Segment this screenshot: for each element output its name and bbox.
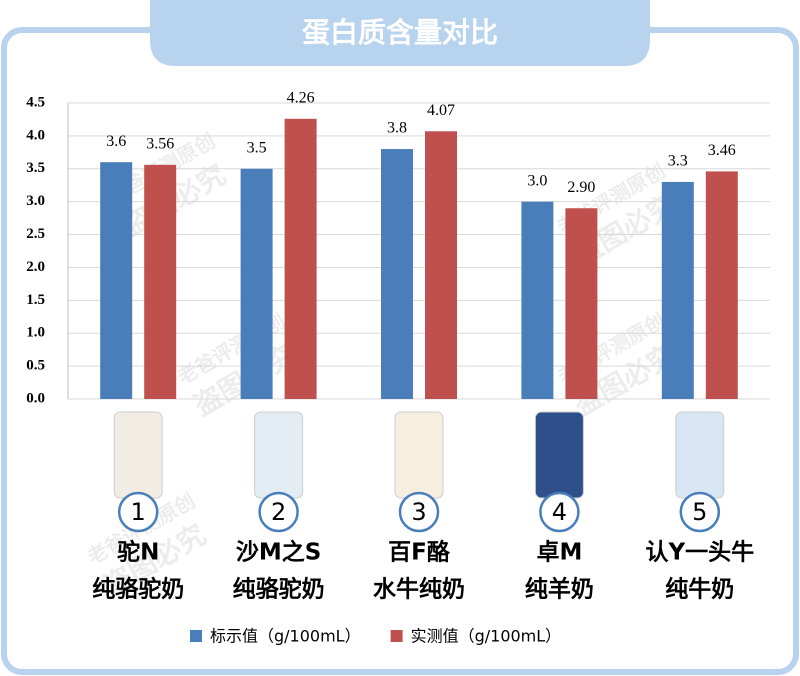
- legend-swatch: [190, 630, 202, 642]
- category-number: 5: [692, 498, 707, 526]
- y-tick-label: 3.5: [26, 160, 45, 176]
- x-tick-label: 驼N: [117, 539, 159, 566]
- number-badge: [539, 491, 580, 533]
- bar: [240, 168, 273, 399]
- number-badge: [398, 491, 440, 533]
- y-tick-label: 2.5: [26, 226, 45, 242]
- value-label: 3.56: [146, 136, 174, 153]
- y-tick-label: 0.0: [26, 390, 45, 406]
- value-label: 3.0: [527, 172, 547, 189]
- bar: [521, 201, 554, 399]
- value-label: 4.07: [427, 102, 455, 119]
- number-badge: [258, 491, 299, 533]
- category-subtitle: 纯羊奶: [525, 576, 594, 603]
- product-image: [254, 411, 304, 499]
- product-image: [675, 411, 725, 499]
- y-tick-label: 2.0: [26, 259, 45, 275]
- category-subtitle: 纯骆驼奶: [233, 576, 325, 603]
- bar: [381, 149, 413, 399]
- number-badge: [117, 491, 159, 533]
- y-tick-label: 1.0: [26, 325, 45, 341]
- category-number: 3: [411, 498, 426, 526]
- bar: [284, 118, 317, 399]
- y-tick-label: 0.5: [26, 358, 45, 374]
- bar: [144, 164, 177, 399]
- category-number: 4: [552, 498, 567, 526]
- category-number: 2: [271, 498, 286, 526]
- bar: [661, 181, 694, 399]
- value-label: 3.6: [106, 133, 126, 150]
- y-tick-label: 4.0: [26, 127, 45, 143]
- bar: [425, 131, 457, 400]
- category-subtitle: 水牛纯奶: [373, 576, 465, 603]
- value-label: 4.26: [287, 89, 315, 106]
- legend-label: 标示值（g/100mL）: [210, 627, 361, 646]
- category-number: 1: [131, 498, 146, 526]
- x-tick-label: 卓M: [536, 540, 582, 566]
- category-subtitle: 纯骆驼奶: [92, 576, 184, 603]
- bar: [705, 171, 738, 399]
- bar: [565, 208, 598, 399]
- value-label: 3.3: [668, 153, 688, 170]
- product-image: [534, 411, 584, 499]
- y-tick-label: 3.0: [26, 193, 45, 209]
- y-tick-label: 1.5: [26, 292, 45, 308]
- chart-title: 蛋白质含量对比: [302, 16, 498, 49]
- product-image: [394, 411, 444, 499]
- number-badge: [679, 491, 721, 533]
- bar: [100, 162, 133, 399]
- x-tick-label: 沙M之S: [236, 539, 321, 566]
- y-tick-label: 4.5: [26, 94, 45, 110]
- product-image: [113, 411, 163, 499]
- category-subtitle: 纯牛奶: [665, 576, 734, 603]
- value-label: 3.46: [708, 142, 736, 159]
- title-banner: [150, 0, 650, 66]
- x-tick-label: 百F酪: [388, 540, 451, 566]
- value-label: 3.5: [247, 139, 267, 156]
- value-label: 3.8: [387, 120, 407, 137]
- legend-label: 实测值（g/100mL）: [411, 627, 562, 646]
- legend-swatch: [390, 630, 403, 642]
- x-tick-label: 认Y一头牛: [645, 540, 754, 566]
- value-label: 2.90: [567, 179, 595, 196]
